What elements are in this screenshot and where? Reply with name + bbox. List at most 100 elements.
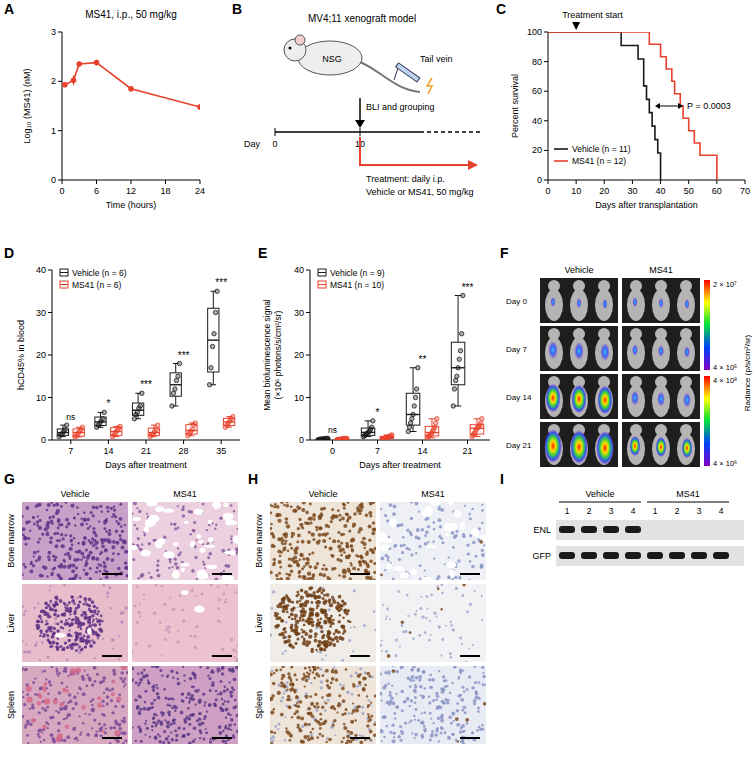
- cell: [166, 725, 170, 729]
- cell: [104, 548, 108, 552]
- cell: [212, 681, 215, 684]
- y-tick: [58, 180, 62, 181]
- cell: [307, 523, 309, 525]
- cell: [89, 567, 92, 570]
- label: 1: [51, 126, 56, 136]
- cell: [140, 740, 143, 743]
- mouse-body: [627, 337, 645, 369]
- cell: [71, 599, 75, 603]
- cell: [155, 584, 158, 587]
- cell: [26, 686, 32, 692]
- cell: [66, 622, 70, 626]
- point: [190, 427, 194, 431]
- cell: [158, 740, 162, 744]
- cell: [342, 574, 346, 578]
- cell: [224, 685, 227, 688]
- cell: [86, 733, 90, 737]
- cell: [22, 613, 25, 616]
- cell: [98, 563, 101, 566]
- cell: [51, 716, 54, 719]
- cell: [269, 527, 272, 530]
- cell: [102, 638, 104, 640]
- cell: [151, 685, 155, 689]
- y-tick: [306, 312, 310, 313]
- cell: [39, 538, 41, 540]
- cell: [164, 696, 167, 699]
- cell: [225, 708, 229, 712]
- cell: [117, 522, 120, 525]
- fat-space: [181, 590, 188, 595]
- label: 0: [299, 435, 304, 445]
- cell: [169, 723, 172, 726]
- cell: [269, 511, 272, 514]
- point: [135, 410, 139, 414]
- cell: [100, 614, 103, 617]
- label: 40: [656, 186, 666, 196]
- cell: [222, 730, 225, 733]
- y-tick: [306, 355, 310, 356]
- cell: [61, 544, 65, 548]
- significance: *: [376, 407, 380, 418]
- cell: [91, 709, 95, 713]
- image-background: [540, 422, 618, 467]
- cell: [79, 715, 81, 717]
- fat-space: [87, 628, 91, 634]
- cell: [172, 720, 174, 722]
- cell: [91, 683, 95, 687]
- cell: [94, 734, 97, 737]
- cell: [318, 533, 322, 537]
- cell: [136, 527, 139, 530]
- cell: [111, 516, 113, 518]
- cell: [194, 689, 198, 693]
- cell: [219, 707, 222, 710]
- cell: [109, 689, 112, 692]
- survival-curve: [548, 32, 661, 180]
- cell: [285, 573, 288, 576]
- label: 6: [94, 186, 99, 196]
- cell: [166, 721, 170, 725]
- cell: [105, 575, 109, 579]
- cell: [101, 620, 104, 623]
- point: [128, 86, 134, 92]
- cell: [55, 710, 57, 712]
- cell: [371, 531, 375, 535]
- cell: [71, 595, 74, 598]
- cell: [106, 591, 109, 594]
- cell: [71, 619, 74, 622]
- cell: [57, 614, 59, 616]
- fat-space: [172, 570, 180, 579]
- cell: [199, 712, 202, 715]
- cell: [183, 727, 186, 730]
- point: [71, 78, 77, 84]
- cell: [156, 687, 159, 690]
- cell: [138, 712, 141, 715]
- point: [176, 374, 180, 378]
- cell: [187, 732, 191, 736]
- cell: [137, 725, 140, 728]
- label: 2: [51, 76, 56, 86]
- cell: [22, 563, 25, 566]
- cell: [198, 717, 202, 721]
- point: [213, 310, 217, 314]
- cell: [284, 542, 287, 545]
- label: Day 14: [506, 393, 532, 402]
- point: [154, 427, 158, 431]
- cell: [188, 723, 191, 726]
- whisker: [213, 291, 214, 308]
- figure: ABCDEFGHI012306121824MS41, i.p., 50 mg/k…: [0, 0, 755, 762]
- cell: [97, 696, 101, 700]
- bli-signal: [597, 386, 612, 415]
- cell: [53, 613, 57, 617]
- cell: [80, 628, 82, 630]
- mouse-body: [570, 385, 588, 417]
- cell: [75, 566, 78, 569]
- cell: [83, 519, 86, 522]
- bli-signal: [632, 344, 638, 356]
- cell: [156, 665, 159, 668]
- cell: [145, 720, 147, 722]
- cell: [53, 559, 56, 562]
- cell: [172, 608, 176, 612]
- cell: [138, 510, 141, 513]
- cell: [27, 650, 31, 654]
- cell: [75, 550, 78, 553]
